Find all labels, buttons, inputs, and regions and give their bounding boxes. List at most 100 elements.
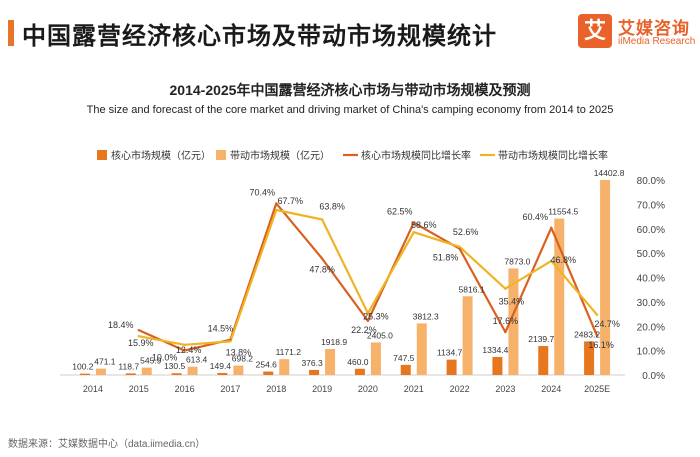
core-growth-label: 51.8% — [433, 253, 459, 263]
core-market-bar — [492, 356, 503, 375]
driven-growth-point — [183, 343, 186, 346]
driven-bar-value-label: 7873.0 — [504, 256, 530, 266]
x-tick-label: 2022 — [450, 384, 470, 394]
core-growth-point — [320, 257, 324, 260]
driven-growth-point — [412, 230, 415, 234]
driven-growth-point — [458, 245, 461, 248]
chart-title: 2014-2025年中国露营经济核心市场与带动市场规模及预测 — [169, 82, 531, 98]
x-tick-label: 2014 — [83, 384, 103, 394]
core-bar-value-label: 747.5 — [393, 353, 415, 363]
driven-bar-value-label: 471.1 — [94, 357, 116, 367]
core-growth-point — [458, 247, 461, 250]
core-bar-value-label: 149.4 — [210, 361, 232, 371]
driven-bar-value-label: 2405.0 — [367, 330, 393, 340]
core-market-bar — [79, 373, 90, 375]
driven-growth-point — [320, 218, 324, 221]
driven-growth-point — [504, 287, 507, 290]
driven-market-bar — [370, 342, 381, 375]
core-bar-value-label: 2483.2 — [574, 329, 600, 339]
legend-core-bar-label: 核心市场规模（亿元） — [111, 149, 211, 162]
legend-driven-line-label: 带动市场规模同比增长率 — [498, 149, 608, 162]
core-bar-value-label: 460.0 — [347, 357, 369, 367]
core-growth-point — [366, 319, 370, 323]
y-right-tick-label: 40.0% — [637, 274, 665, 285]
core-growth-point — [504, 330, 507, 334]
page-title: 中国露营经济核心市场及带动市场规模统计 — [22, 23, 497, 50]
driven-market-bar — [508, 268, 519, 375]
core-market-bar — [309, 369, 320, 375]
driven-bar-value-label: 698.2 — [232, 354, 254, 364]
core-growth-point — [183, 349, 186, 352]
x-tick-label: 2025E — [584, 384, 610, 394]
core-bar-value-label: 254.6 — [256, 360, 278, 370]
core-market-bar — [538, 346, 549, 375]
x-tick-label: 2015 — [129, 384, 149, 394]
driven-market-bar — [187, 366, 198, 375]
core-growth-point — [550, 226, 553, 229]
driven-market-bar — [462, 296, 473, 375]
legend-driven-bar-swatch — [216, 150, 226, 160]
driven-market-bar — [325, 349, 336, 375]
core-bar-value-label: 1134.7 — [437, 348, 463, 358]
driven-growth-point — [366, 312, 370, 315]
y-right-tick-label: 60.0% — [637, 225, 665, 236]
y-right-tick-label: 0.0% — [642, 371, 665, 382]
core-growth-label: 62.5% — [387, 207, 413, 217]
core-bar-value-label: 1334.4 — [482, 345, 508, 355]
driven-growth-label: 12.4% — [176, 345, 202, 355]
logo-cn-text: 艾媒咨询 — [618, 19, 690, 38]
logo-en-text: iiMedia Research — [618, 36, 696, 47]
driven-growth-label: 35.4% — [499, 297, 525, 307]
driven-market-bar — [233, 365, 244, 375]
core-market-bar — [217, 372, 228, 375]
y-right-tick-label: 30.0% — [637, 298, 665, 309]
core-growth-label: 47.8% — [309, 264, 335, 274]
driven-growth-label: 67.7% — [277, 196, 303, 206]
core-growth-label: 10.0% — [152, 353, 178, 363]
y-right-tick-label: 70.0% — [637, 200, 665, 211]
core-bar-value-label: 130.5 — [164, 361, 186, 371]
core-growth-label: 17.6% — [493, 316, 519, 326]
driven-bar-value-label: 1171.2 — [276, 347, 302, 357]
y-right-tick-label: 50.0% — [637, 249, 665, 260]
core-growth-point — [412, 221, 415, 224]
driven-bar-value-label: 545.9 — [140, 356, 162, 366]
core-market-bar — [584, 341, 595, 375]
driven-bar-value-label: 613.4 — [186, 355, 208, 365]
core-market-bar — [354, 368, 365, 375]
driven-bar-value-label: 11554.5 — [548, 207, 578, 217]
core-growth-label: 22.2% — [351, 325, 377, 335]
core-growth-point — [275, 202, 278, 205]
source-note: 数据来源：艾媒数据中心（data.iimedia.cn） — [8, 439, 206, 450]
core-growth-label: 16.1% — [588, 340, 614, 350]
driven-market-bar — [95, 368, 106, 375]
driven-bar-value-label: 1918.9 — [321, 337, 347, 347]
core-bar-value-label: 376.3 — [301, 358, 323, 368]
x-tick-label: 2023 — [495, 384, 515, 394]
core-bar-value-label: 118.7 — [118, 361, 139, 371]
x-tick-label: 2018 — [266, 384, 286, 394]
iimedia-logo: 艾 艾媒咨询 iiMedia Research — [578, 12, 698, 52]
y-right-tick-label: 10.0% — [637, 347, 665, 358]
driven-growth-point — [595, 313, 599, 316]
driven-bar-value-label: 3812.3 — [413, 311, 439, 321]
driven-growth-point — [229, 340, 232, 343]
driven-growth-label: 52.6% — [453, 227, 479, 237]
core-bar-value-label: 100.2 — [72, 362, 94, 372]
y-right-tick-label: 80.0% — [637, 176, 665, 187]
core-market-bar — [263, 371, 274, 375]
core-growth-label: 70.4% — [249, 187, 275, 197]
driven-growth-point — [550, 259, 553, 263]
core-market-bar — [400, 364, 411, 375]
x-tick-label: 2017 — [220, 384, 240, 394]
driven-growth-label: 24.7% — [594, 319, 620, 329]
driven-market-bar — [416, 323, 427, 375]
logo-mark: 艾 — [578, 14, 612, 48]
driven-market-bar — [600, 180, 611, 375]
core-market-bar — [446, 359, 457, 375]
driven-market-bar — [141, 367, 152, 375]
core-growth-label: 60.4% — [522, 212, 548, 222]
x-tick-label: 2021 — [404, 384, 424, 394]
